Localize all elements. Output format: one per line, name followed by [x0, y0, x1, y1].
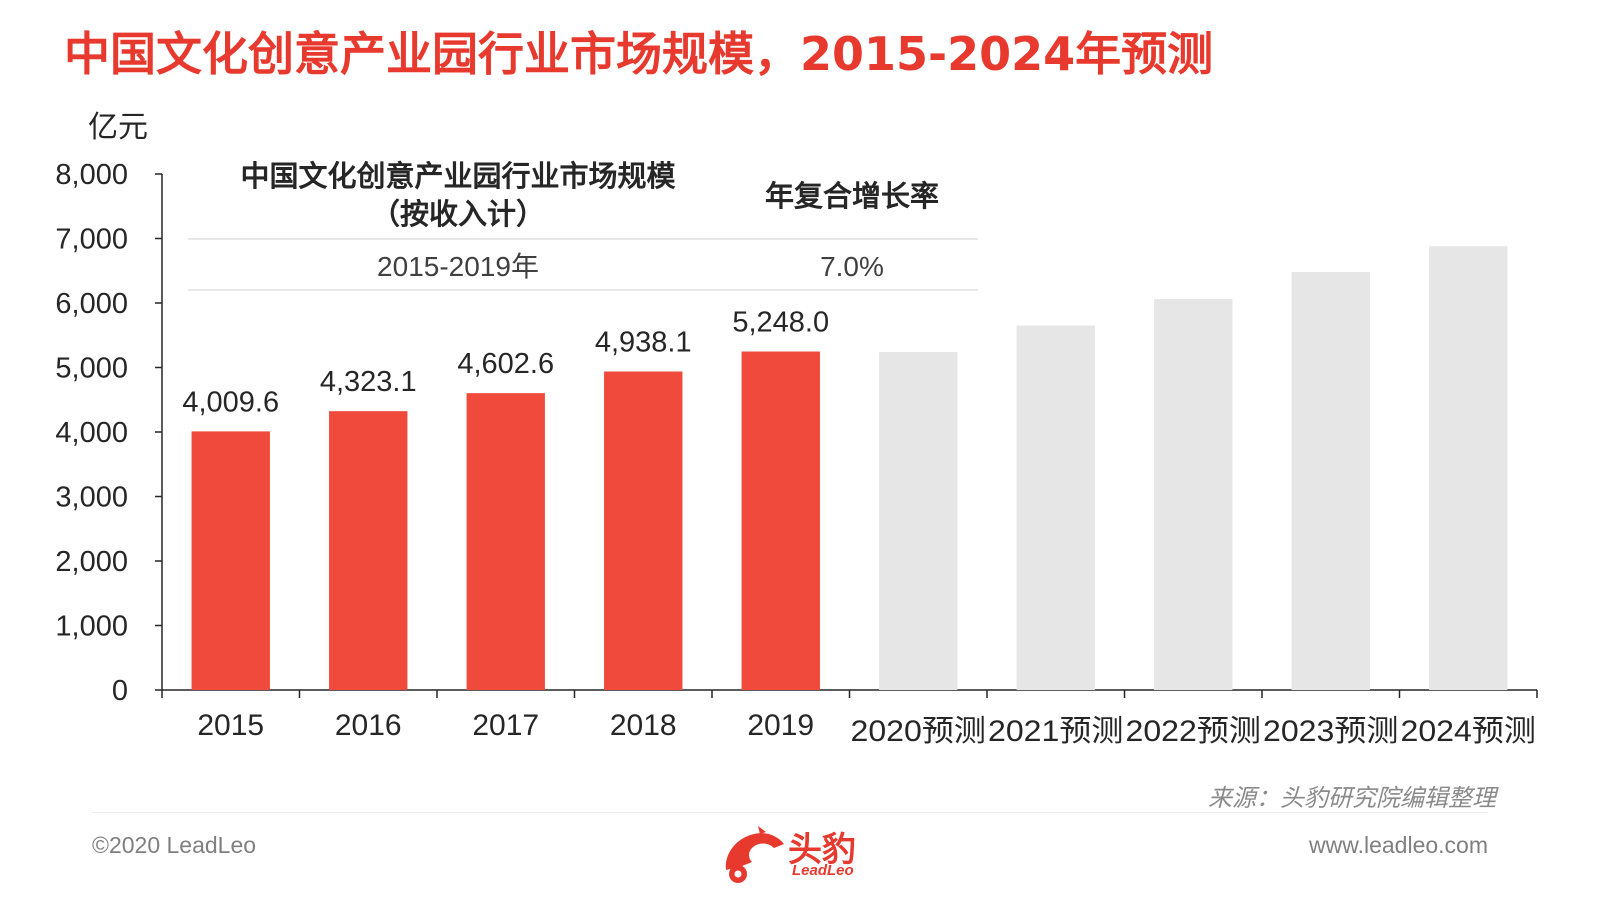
- forecast-bar: [1429, 246, 1508, 691]
- website: www.leadleo.com: [1309, 832, 1488, 858]
- x-category-label: 2023预测: [1263, 715, 1399, 748]
- forecast-bar: [1016, 325, 1095, 690]
- cagr-header-right: 年复合增长率: [765, 179, 939, 213]
- bar-value-label: 4,009.6: [182, 386, 279, 418]
- leopard-icon: [725, 826, 784, 883]
- bars: [191, 246, 1508, 691]
- bar-value-label: 5,248.0: [732, 307, 829, 339]
- y-tick-label: 7,000: [55, 224, 128, 256]
- forecast-bar: [1154, 299, 1233, 690]
- y-tick-label: 6,000: [55, 288, 128, 320]
- y-tick-label: 0: [112, 675, 128, 707]
- logo-text-en: LeadLeo: [792, 862, 854, 879]
- bar-value-label: 4,323.1: [320, 366, 417, 398]
- bar-value-label: 4,602.6: [457, 348, 554, 380]
- page-title: 中国文化创意产业园行业市场规模，2015-2024年预测: [64, 27, 1214, 81]
- bar-value-label: 4,938.1: [595, 326, 692, 358]
- logo-text-cn: 头豹: [788, 830, 856, 870]
- actual-bar: [466, 393, 545, 690]
- forecast-bar: [1291, 272, 1370, 690]
- x-category-label: 2018: [610, 709, 677, 742]
- cagr-table: 中国文化创意产业园行业市场规模 （按收入计） 年复合增长率 2015-2019年…: [188, 159, 978, 291]
- x-axis: 2015 2016 2017 2018 2019 2020预测 2021预测 2022预测 20…: [161, 689, 1538, 748]
- x-category-label: 2024预测: [1401, 715, 1537, 748]
- x-category-label: 2020预测: [851, 715, 987, 748]
- cagr-period: 2015-2019年: [377, 251, 539, 282]
- actual-bar: [329, 411, 408, 690]
- x-category-label: 2021预测: [988, 715, 1124, 748]
- y-axis: 亿元 0 1,000 2,000 3,000 4,000 5,000 6,000 7,000 8,…: [55, 110, 163, 707]
- cagr-header-left-line1: 中国文化创意产业园行业市场规模: [240, 159, 676, 193]
- copyright: ©2020 LeadLeo: [92, 832, 257, 858]
- y-tick-label: 5,000: [55, 353, 128, 385]
- cagr-header-left-line2: （按收入计）: [371, 197, 545, 231]
- x-category-label: 2016: [335, 709, 402, 742]
- source-note: 来源：头豹研究院编辑整理: [1208, 784, 1496, 812]
- x-category-label: 2015: [197, 709, 264, 742]
- y-tick-label: 8,000: [55, 159, 128, 191]
- actual-bar: [191, 431, 270, 690]
- leadleo-logo: 头豹 LeadLeo: [718, 818, 888, 888]
- x-category-label: 2022预测: [1126, 715, 1262, 748]
- y-tick-label: 2,000: [55, 546, 128, 578]
- y-tick-label: 1,000: [55, 611, 128, 643]
- y-tick-label: 3,000: [55, 482, 128, 514]
- y-axis-unit-label: 亿元: [88, 110, 148, 145]
- x-category-label: 2017: [472, 709, 539, 742]
- data-labels: 4,009.6 4,323.1 4,602.6 4,938.1 5,248.0: [182, 307, 829, 419]
- forecast-bar: [879, 352, 958, 690]
- y-tick-label: 4,000: [55, 417, 128, 449]
- footer-divider: [92, 812, 1488, 813]
- actual-bar: [741, 351, 820, 690]
- actual-bar: [604, 371, 683, 690]
- x-category-label: 2019: [747, 709, 814, 742]
- cagr-rate: 7.0%: [820, 251, 884, 282]
